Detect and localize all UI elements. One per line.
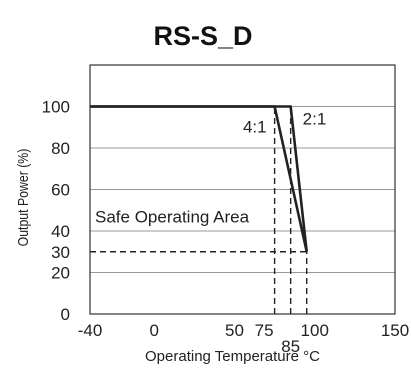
x-tick-label: 0	[149, 321, 158, 340]
plot-frame	[89, 64, 396, 315]
x-tick-labels: -40 0 50 100 150	[78, 321, 409, 340]
y-tick-label: 80	[51, 139, 70, 158]
y-tick-label: 60	[51, 181, 70, 200]
y-tick-label: 40	[51, 222, 70, 241]
x-tick-label: 150	[381, 321, 409, 340]
reference-lines	[90, 106, 308, 314]
annotation-85: 85	[281, 337, 300, 356]
x-tick-label: -40	[78, 321, 103, 340]
chart-title: RS-S_D	[153, 21, 252, 51]
annotation-30: 30	[51, 243, 70, 262]
annotation-75: 75	[255, 321, 274, 340]
series-line-2-1	[90, 105, 309, 252]
x-tick-label: 100	[301, 321, 329, 340]
series-lines	[90, 105, 309, 253]
y-tick-label: 0	[61, 305, 70, 324]
annotation-series-4-1: 4:1	[243, 118, 267, 137]
safe-operating-area-label: Safe Operating Area	[95, 207, 250, 226]
x-tick-label: 50	[225, 321, 244, 340]
y-axis-label: Output Power (%)	[15, 149, 31, 247]
annotations: 30 75 85 4:1 2:1 Safe Operating Area	[51, 110, 326, 357]
y-tick-label: 20	[51, 264, 70, 283]
x-axis-label: Operating Temperature °C	[145, 348, 320, 365]
y-tick-label: 100	[42, 98, 70, 117]
annotation-series-2-1: 2:1	[303, 110, 327, 129]
y-tick-labels: 0 20 40 60 80 100	[42, 98, 70, 325]
